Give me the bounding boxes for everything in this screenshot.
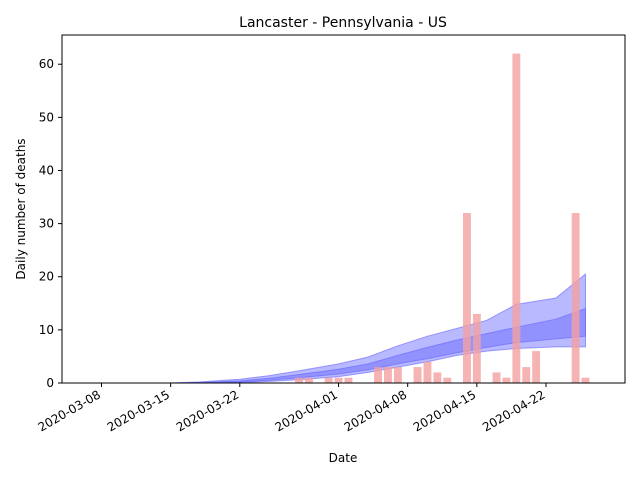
bar bbox=[324, 377, 333, 383]
x-tick-label: 2020-04-15 bbox=[411, 387, 478, 434]
x-tick-label: 2020-04-08 bbox=[342, 387, 409, 434]
bar bbox=[571, 213, 580, 383]
y-tick-label: 30 bbox=[39, 217, 54, 231]
bar bbox=[334, 377, 343, 383]
y-tick-label: 20 bbox=[39, 270, 54, 284]
x-axis-ticks: 2020-03-08 2020-03-15 2020-03-22 2020-04-01… bbox=[36, 383, 547, 434]
bar bbox=[512, 53, 521, 383]
bar bbox=[374, 367, 382, 383]
x-tick-label: 2020-03-22 bbox=[174, 387, 241, 434]
bar bbox=[532, 351, 541, 383]
bar bbox=[463, 213, 471, 383]
plot-frame bbox=[61, 34, 626, 384]
x-tick-label: 2020-03-08 bbox=[36, 387, 103, 434]
bar bbox=[433, 372, 442, 383]
bar bbox=[344, 377, 353, 383]
bar bbox=[423, 361, 432, 383]
bar bbox=[443, 377, 452, 383]
y-tick-label: 50 bbox=[39, 110, 54, 124]
bar bbox=[413, 367, 422, 383]
y-tick-label: 40 bbox=[39, 163, 54, 177]
bar bbox=[502, 377, 511, 383]
uncertainty-bands bbox=[170, 273, 586, 384]
bar bbox=[295, 377, 303, 383]
x-tick-label: 2020-03-15 bbox=[105, 387, 172, 434]
x-tick-label: 2020-04-22 bbox=[480, 387, 547, 434]
bar bbox=[472, 313, 481, 383]
bar bbox=[393, 367, 402, 383]
y-axis-ticks: 0 10 20 30 40 50 60 bbox=[39, 57, 62, 390]
y-tick-label: 10 bbox=[39, 323, 54, 337]
x-tick-label: 2020-04-01 bbox=[273, 387, 340, 434]
bar bbox=[492, 372, 501, 383]
y-axis-label: Daily number of deaths bbox=[14, 138, 28, 279]
band-2 bbox=[170, 307, 586, 384]
x-axis-label: Date bbox=[329, 451, 358, 465]
death-bars bbox=[295, 53, 590, 383]
y-tick-label: 0 bbox=[46, 376, 54, 390]
chart-title: Lancaster - Pennsylvania - US bbox=[239, 15, 447, 31]
bar bbox=[522, 367, 531, 383]
y-tick-label: 60 bbox=[39, 57, 54, 71]
bar bbox=[384, 367, 392, 383]
bar bbox=[305, 377, 313, 383]
bar bbox=[581, 377, 590, 383]
